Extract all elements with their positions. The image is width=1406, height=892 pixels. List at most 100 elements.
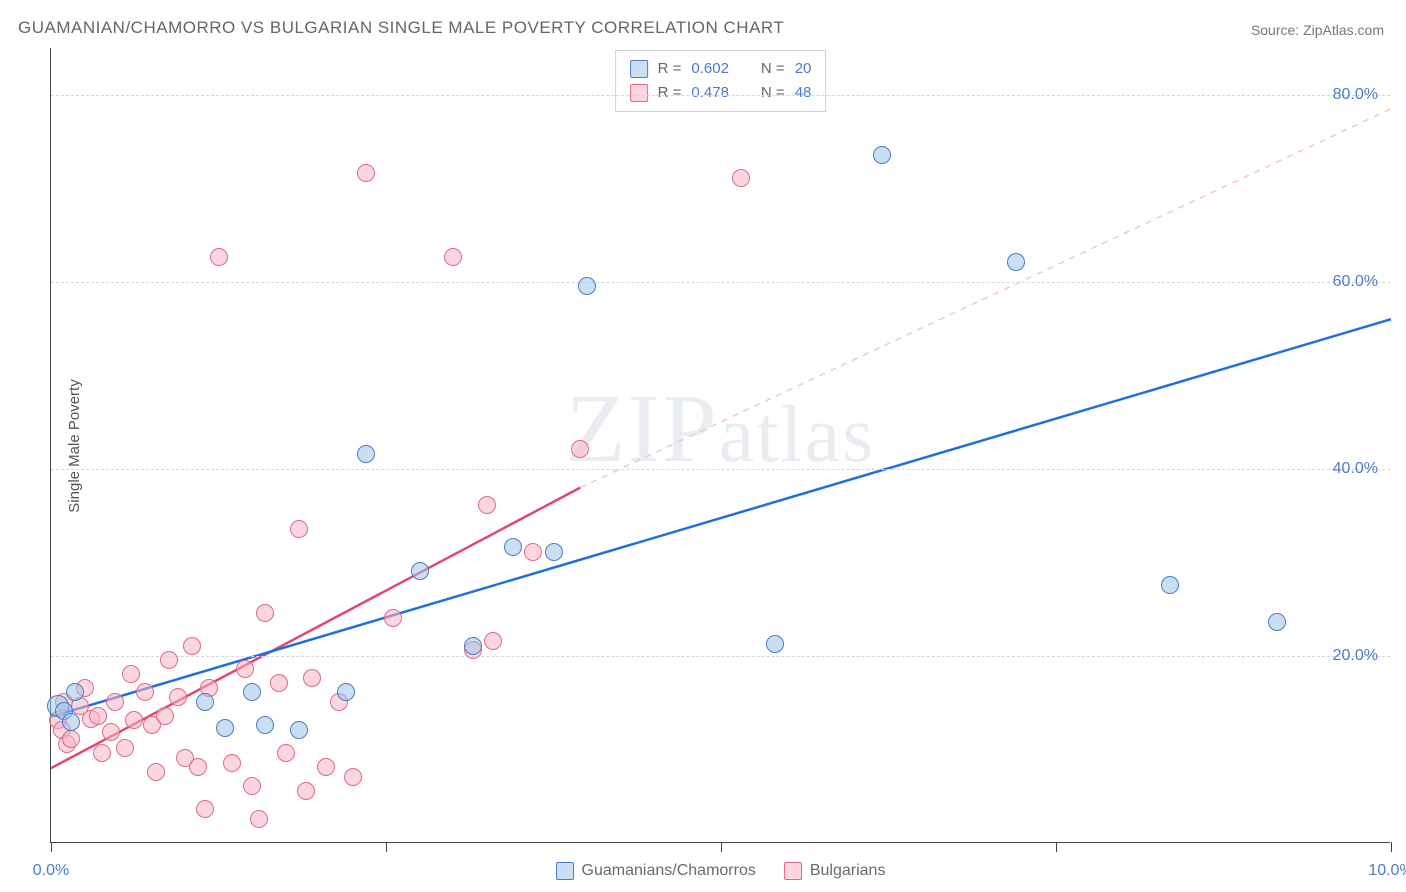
data-point bbox=[337, 683, 355, 701]
data-point bbox=[478, 496, 496, 514]
data-point bbox=[223, 754, 241, 772]
swatch-pink-icon bbox=[630, 84, 648, 102]
data-point bbox=[290, 520, 308, 538]
chart-title: GUAMANIAN/CHAMORRO VS BULGARIAN SINGLE M… bbox=[18, 18, 784, 38]
data-point bbox=[216, 719, 234, 737]
gridline bbox=[51, 656, 1390, 657]
data-point bbox=[196, 800, 214, 818]
data-point bbox=[210, 248, 228, 266]
legend-item-blue: Guamanians/Chamorros bbox=[556, 862, 756, 880]
data-point bbox=[504, 538, 522, 556]
swatch-blue-icon bbox=[630, 60, 648, 78]
data-point bbox=[344, 768, 362, 786]
data-point bbox=[384, 609, 402, 627]
correlation-legend: R = 0.602 N = 20 R = 0.478 N = 48 bbox=[615, 50, 827, 112]
data-point bbox=[256, 604, 274, 622]
scatter-plot-area: ZIPatlas R = 0.602 N = 20 R = 0.478 N = … bbox=[50, 48, 1390, 843]
data-point bbox=[411, 562, 429, 580]
data-point bbox=[732, 169, 750, 187]
y-tick-label: 20.0% bbox=[1333, 647, 1378, 665]
data-point bbox=[160, 651, 178, 669]
data-point bbox=[1268, 613, 1286, 631]
source-value: ZipAtlas.com bbox=[1303, 22, 1384, 38]
swatch-blue-icon bbox=[556, 862, 574, 880]
legend-label-pink: Bulgarians bbox=[810, 862, 886, 880]
data-point bbox=[89, 707, 107, 725]
data-point bbox=[62, 713, 80, 731]
y-tick-label: 40.0% bbox=[1333, 460, 1378, 478]
gridline bbox=[51, 469, 1390, 470]
correlation-row-blue: R = 0.602 N = 20 bbox=[630, 57, 812, 81]
gridline bbox=[51, 95, 1390, 96]
data-point bbox=[1007, 253, 1025, 271]
data-point bbox=[122, 665, 140, 683]
data-point bbox=[243, 683, 261, 701]
data-point bbox=[873, 146, 891, 164]
x-tick-label: 0.0% bbox=[33, 862, 69, 880]
x-tick bbox=[1391, 842, 1392, 852]
n-value-blue: 20 bbox=[795, 57, 812, 81]
data-point bbox=[256, 716, 274, 734]
data-point bbox=[297, 782, 315, 800]
x-tick bbox=[386, 842, 387, 852]
data-point bbox=[93, 744, 111, 762]
n-value-pink: 48 bbox=[795, 81, 812, 105]
data-point bbox=[243, 777, 261, 795]
data-point bbox=[62, 730, 80, 748]
data-point bbox=[290, 721, 308, 739]
data-point bbox=[102, 723, 120, 741]
data-point bbox=[277, 744, 295, 762]
data-point bbox=[766, 635, 784, 653]
data-point bbox=[357, 445, 375, 463]
data-point bbox=[357, 164, 375, 182]
legend-label-blue: Guamanians/Chamorros bbox=[582, 862, 756, 880]
source-attribution: Source: ZipAtlas.com bbox=[1251, 22, 1384, 38]
regression-line bbox=[51, 319, 1391, 717]
data-point bbox=[116, 739, 134, 757]
x-tick-label: 10.0% bbox=[1368, 862, 1406, 880]
data-point bbox=[183, 637, 201, 655]
data-point bbox=[250, 810, 268, 828]
data-point bbox=[464, 637, 482, 655]
y-tick-label: 80.0% bbox=[1333, 86, 1378, 104]
data-point bbox=[66, 683, 84, 701]
data-point bbox=[189, 758, 207, 776]
data-point bbox=[136, 683, 154, 701]
data-point bbox=[484, 632, 502, 650]
data-point bbox=[524, 543, 542, 561]
x-tick bbox=[721, 842, 722, 852]
r-value-pink: 0.478 bbox=[691, 81, 729, 105]
source-label: Source: bbox=[1251, 22, 1303, 38]
data-point bbox=[444, 248, 462, 266]
y-tick-label: 60.0% bbox=[1333, 273, 1378, 291]
data-point bbox=[156, 707, 174, 725]
data-point bbox=[236, 660, 254, 678]
swatch-pink-icon bbox=[784, 862, 802, 880]
correlation-row-pink: R = 0.478 N = 48 bbox=[630, 81, 812, 105]
gridline bbox=[51, 282, 1390, 283]
data-point bbox=[545, 543, 563, 561]
data-point bbox=[147, 763, 165, 781]
data-point bbox=[270, 674, 288, 692]
data-point bbox=[317, 758, 335, 776]
series-legend: Guamanians/Chamorros Bulgarians bbox=[556, 862, 886, 880]
r-value-blue: 0.602 bbox=[691, 57, 729, 81]
n-label: N = bbox=[761, 57, 785, 81]
data-point bbox=[125, 711, 143, 729]
r-label: R = bbox=[658, 57, 682, 81]
data-point bbox=[578, 277, 596, 295]
data-point bbox=[571, 440, 589, 458]
x-tick bbox=[51, 842, 52, 852]
data-point bbox=[1161, 576, 1179, 594]
n-label: N = bbox=[761, 81, 785, 105]
x-tick bbox=[1056, 842, 1057, 852]
regression-lines-layer bbox=[51, 48, 1390, 842]
data-point bbox=[106, 693, 124, 711]
r-label: R = bbox=[658, 81, 682, 105]
data-point bbox=[169, 688, 187, 706]
data-point bbox=[196, 693, 214, 711]
data-point bbox=[303, 669, 321, 687]
regression-line bbox=[580, 109, 1391, 488]
legend-item-pink: Bulgarians bbox=[784, 862, 886, 880]
chart-container: GUAMANIAN/CHAMORRO VS BULGARIAN SINGLE M… bbox=[0, 0, 1406, 892]
